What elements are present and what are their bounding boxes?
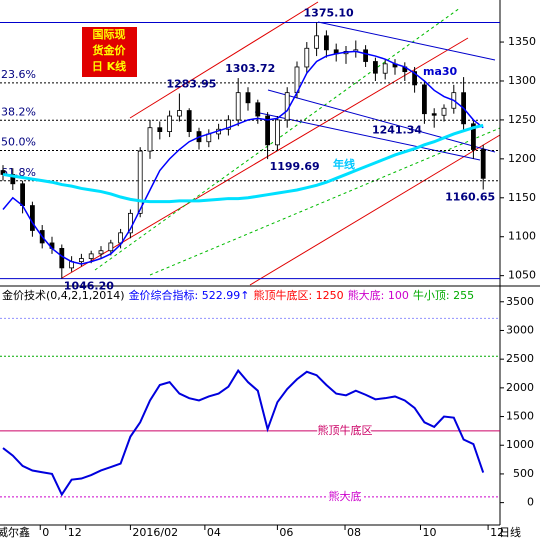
y-tick-label: 1500 [506, 410, 534, 423]
x-tick-label: 10 [422, 526, 436, 539]
annotation: 1160.65 [445, 190, 495, 203]
candle-body [235, 92, 241, 121]
candle-body [157, 127, 163, 132]
indicator-line [2, 368, 485, 497]
candle-body [127, 212, 133, 234]
ma-line [2, 123, 484, 204]
header-item: 牛小顶: 255 [413, 288, 474, 302]
annotation: 1046.20 [64, 280, 114, 293]
candle-body [314, 35, 320, 49]
candle-body [274, 119, 280, 146]
annotation: 1241.34 [372, 124, 422, 137]
annotation: 1303.72 [225, 62, 275, 75]
chart-title: 日 K线 [92, 59, 126, 73]
y-tick-label: 500 [513, 467, 534, 480]
x-tick-label: 2016/02 [132, 526, 178, 539]
candle-body [20, 183, 26, 206]
x-tick-label: 04 [207, 526, 221, 539]
chart-title: 国际现 [93, 27, 126, 41]
candle-body [10, 174, 16, 185]
y-tick-label: 1050 [508, 269, 536, 282]
trend-line [317, 21, 496, 61]
header-item: 熊大底: 100 [348, 288, 409, 302]
candle-body [265, 115, 271, 146]
candle-body [245, 92, 251, 104]
candle-body [186, 110, 192, 132]
x-tick-label: 06 [279, 526, 293, 539]
candle-body [441, 107, 447, 116]
y-tick-label: 2500 [506, 352, 534, 365]
y-tick-label: 1200 [508, 152, 536, 165]
candle-body [225, 119, 231, 130]
x-tick-label: 0 [42, 526, 49, 539]
x-tick-label: 12 [68, 526, 82, 539]
candle-body [167, 115, 173, 132]
y-tick-label: 3500 [506, 295, 534, 308]
candle-body [255, 102, 261, 117]
trend-line [267, 89, 496, 153]
y-tick-label: 2000 [506, 381, 534, 394]
candle-body [363, 49, 369, 62]
y-tick-label: 1350 [508, 35, 536, 48]
annotation: 1375.10 [304, 7, 354, 20]
series-label: 年线 [333, 157, 355, 171]
ma-line [2, 50, 484, 265]
channel-line [249, 134, 501, 286]
x-tick-label: 12 [490, 526, 504, 539]
header-item: 金价技术(0,4,2,1,2014) [2, 288, 125, 302]
candle-body [431, 113, 437, 116]
series-label: ma30 [423, 65, 458, 78]
x-tick-label: 08 [347, 526, 361, 539]
fib-label: 23.6% [1, 68, 36, 81]
candle-body [412, 71, 418, 86]
y-tick-label: 0 [527, 496, 534, 509]
candle-body [382, 63, 388, 74]
header-item: 金价综合指标: 522.99↑ [129, 288, 250, 302]
channel-line [61, 37, 469, 279]
candle-body [59, 248, 65, 269]
candle-body [29, 205, 35, 231]
candle-body [421, 84, 427, 115]
y-tick-label: 1150 [508, 191, 536, 204]
fib-label: 50.0% [1, 136, 36, 149]
candle-body [137, 150, 143, 214]
source-label: 威尔鑫 [0, 525, 30, 539]
level-label: 熊顶牛底区 [318, 423, 373, 437]
header-item: 熊顶牛底区: 1250 [253, 288, 343, 302]
candle-body [79, 258, 84, 263]
candle-body [480, 149, 486, 179]
y-tick-label: 1250 [508, 113, 536, 126]
chart-title: 货金价 [92, 43, 127, 57]
annotation: 1199.69 [270, 160, 320, 173]
period-label: 日线 [499, 525, 521, 539]
candle-body [284, 92, 290, 121]
y-tick-label: 1300 [508, 74, 536, 87]
fib-label: 38.2% [1, 105, 36, 118]
y-tick-label: 1100 [508, 230, 536, 243]
candle-body [323, 35, 329, 51]
candle-body [304, 47, 310, 68]
candle-body [176, 110, 182, 117]
candle-body [372, 61, 378, 74]
level-label: 熊大底 [329, 489, 362, 503]
candle-body [470, 123, 476, 150]
channel-line [129, 1, 319, 119]
candle-body [88, 253, 94, 259]
candle-body [98, 250, 104, 255]
y-tick-label: 3000 [506, 323, 534, 336]
title-box [82, 27, 137, 77]
y-tick-label: 1000 [506, 438, 534, 451]
panel-header: 金价技术(0,4,2,1,2014) 金价综合指标: 522.99↑ 熊顶牛底区: … [2, 288, 474, 302]
annotation: 1283.95 [166, 77, 216, 90]
candle-body [108, 242, 114, 252]
candle-body [118, 232, 123, 244]
candle-body [147, 127, 153, 152]
